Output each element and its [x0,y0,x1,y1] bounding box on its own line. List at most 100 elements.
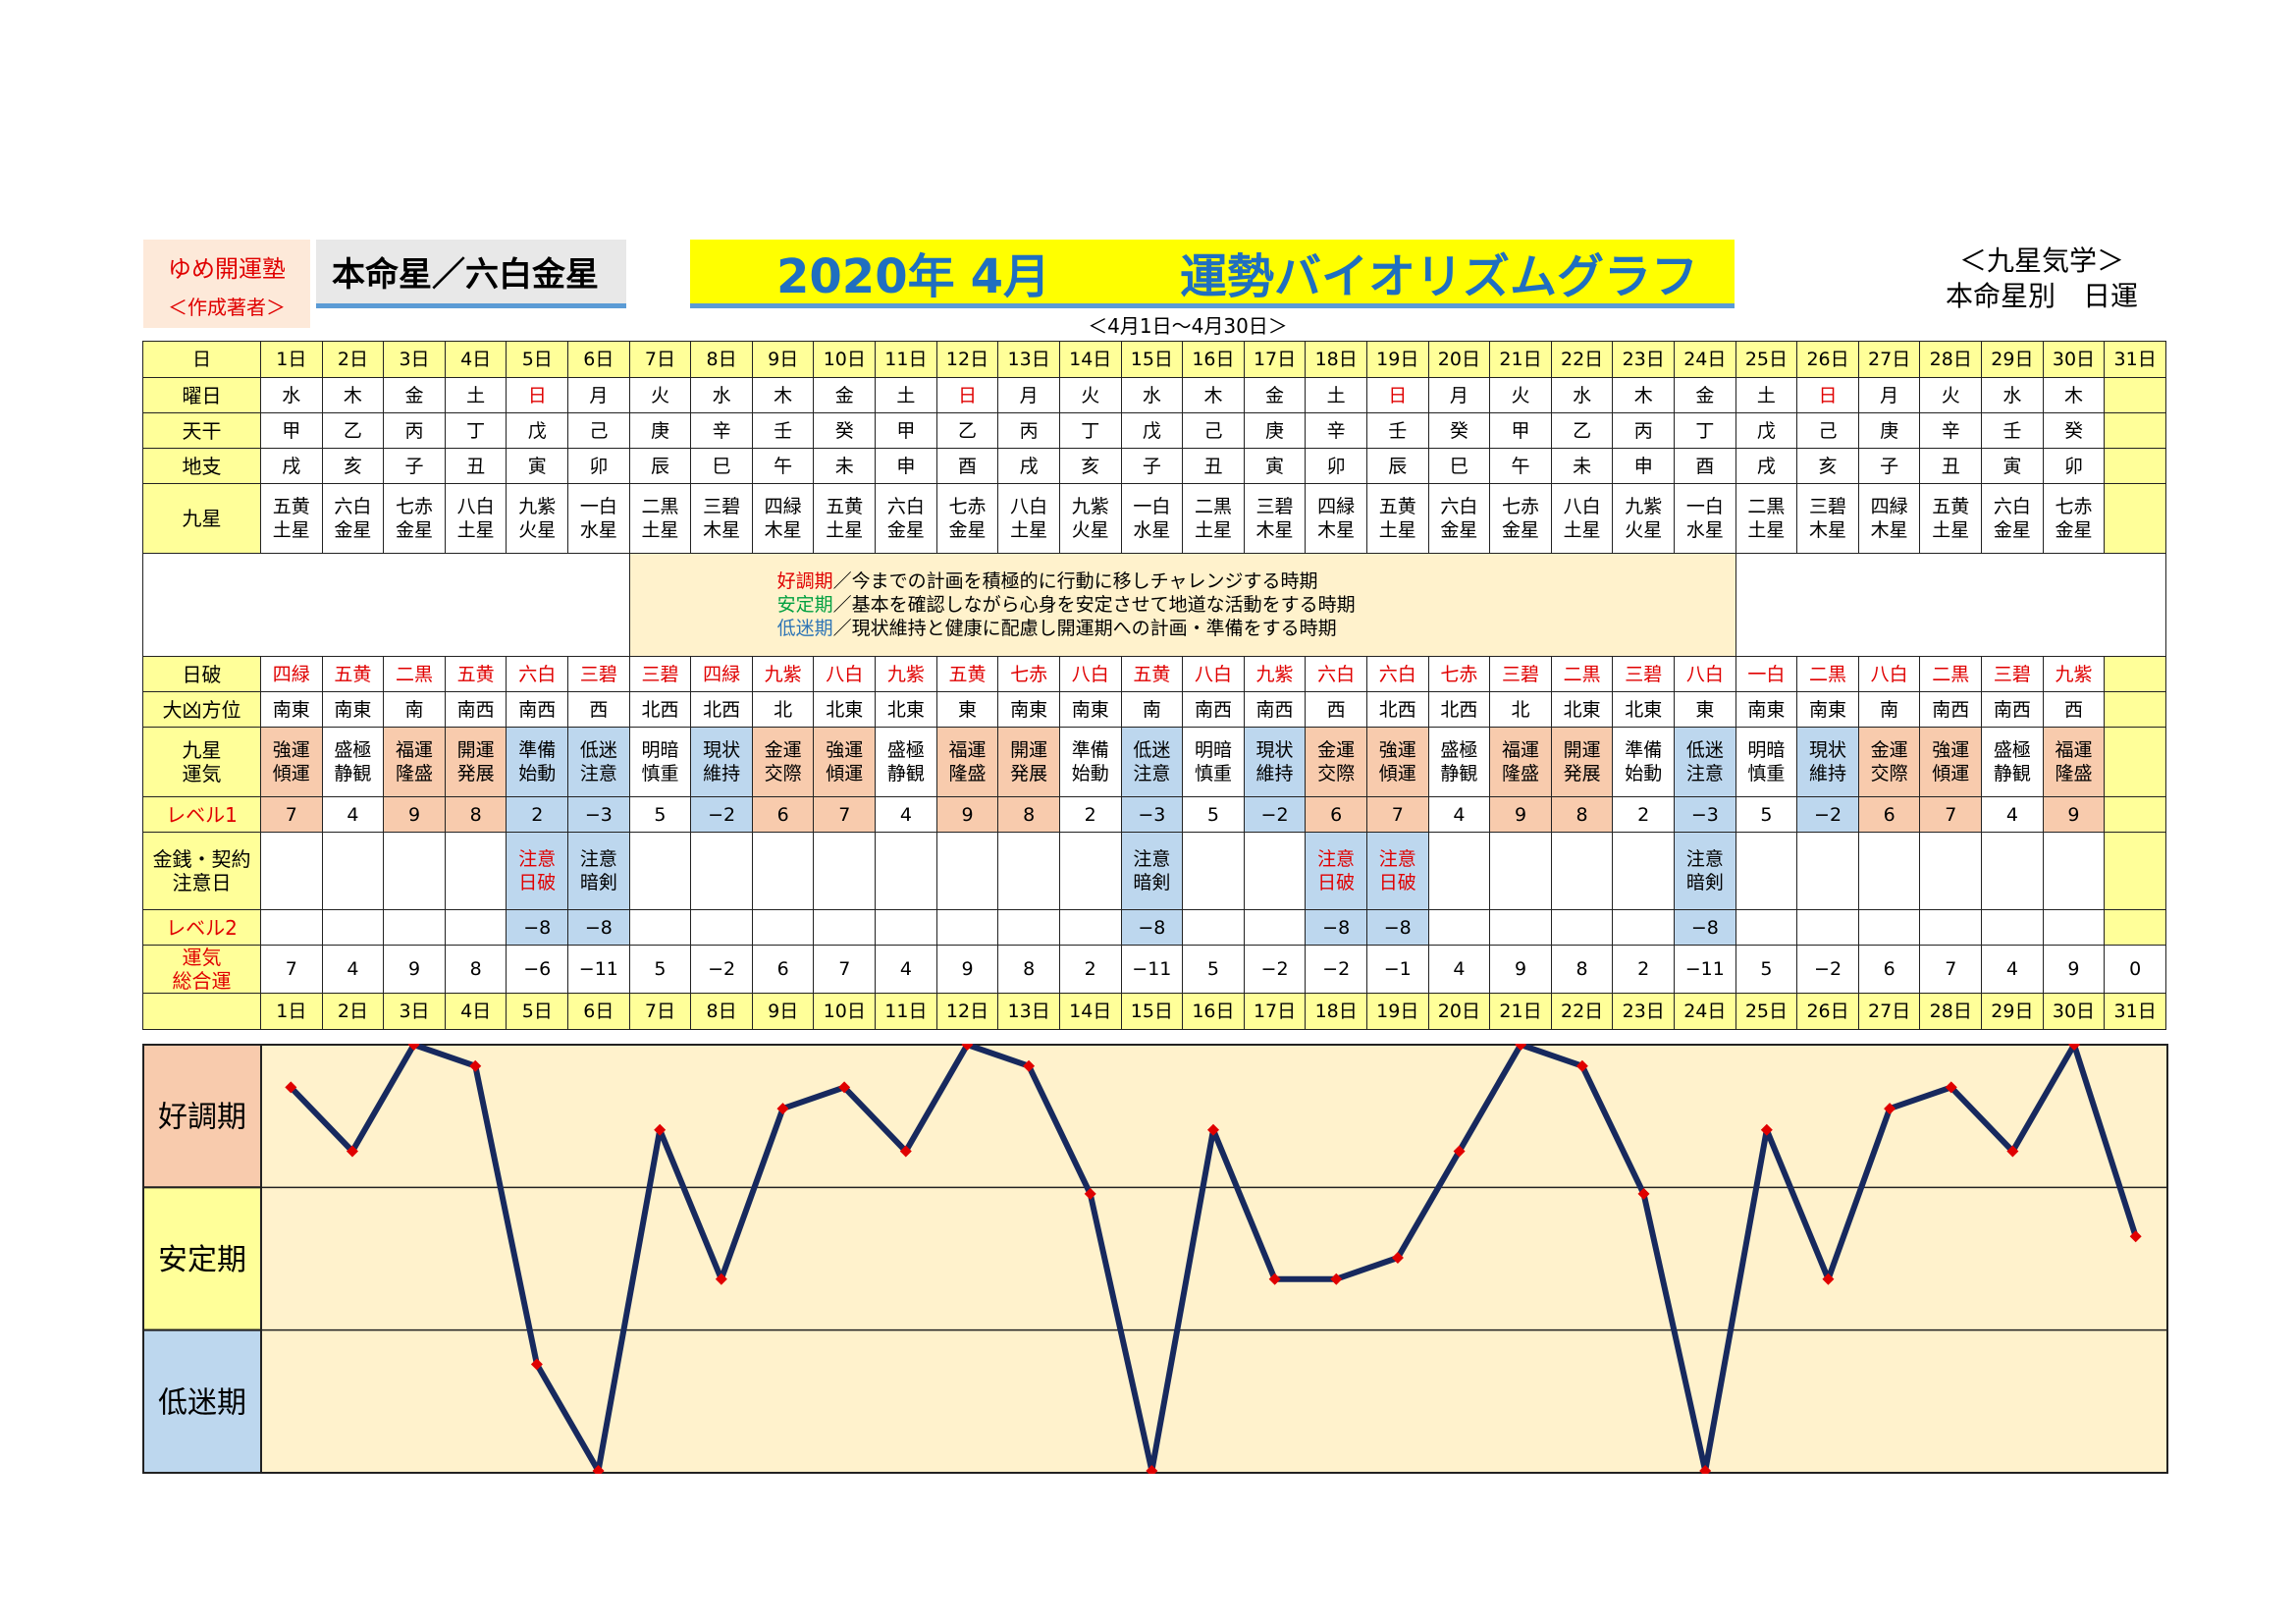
nippa-cell: 八白 [1058,656,1122,692]
nippa-cell: 八白 [813,656,877,692]
level1-cell: −2 [1243,796,1307,833]
money-cell: 注意 日破 [506,832,569,910]
data-point [469,1059,482,1072]
level2-cell [2042,909,2106,946]
level1-value: −3 [1690,803,1719,826]
weekday-cell: 月 [1857,377,1921,413]
data-point [1575,1059,1588,1072]
weekday-value: 水 [282,384,301,406]
days-value: 3日 [399,1001,430,1022]
days-value: 22日 [1561,1001,1604,1022]
days-value: 4日 [460,1001,492,1022]
chishi-value: 酉 [958,455,978,477]
days-cell: 14日 [1058,341,1122,378]
total-value: 0 [2129,958,2142,980]
tenkan-cell: 癸 [1427,412,1491,449]
days-cell: 12日 [935,993,999,1030]
direction-value: 南東 [272,698,310,721]
days-value: 22日 [1561,349,1604,370]
level2-cell [1489,909,1552,946]
days-value: 5日 [521,349,553,370]
unki-text: 盛極 [1993,739,2031,761]
unki-text: 福運 [2055,739,2093,761]
days-cell: 17日 [1243,993,1307,1030]
unki-text: 始動 [1071,763,1109,785]
level1-cell: −3 [1674,796,1736,833]
weekday-value: 金 [1695,384,1715,406]
days-value: 25日 [1744,1001,1789,1022]
unki-cell: 低迷 注意 [567,727,630,797]
direction-value: 北東 [1563,698,1601,721]
weekday-value: 土 [466,384,486,406]
weekday-cell: 火 [1058,377,1122,413]
days-cell: 10日 [813,341,877,378]
total-cell: 5 [1735,945,1798,994]
level1-cell: 8 [1550,796,1614,833]
level2-cell: −8 [1305,909,1367,946]
days-value: 31日 [2113,349,2157,370]
chishi-cell: 寅 [1243,448,1307,484]
unki-text: 注意 [1133,763,1171,785]
desc-text: ／基本を確認しながら心身を安定させて地道な活動をする時期 [832,594,1356,616]
days-cell: 27日 [1857,341,1921,378]
data-point [530,1358,543,1371]
level1-cell: 7 [1365,796,1429,833]
level1-value: −2 [1814,803,1842,826]
tenkan-value: 癸 [1449,419,1468,442]
tenkan-cell: 丁 [444,412,507,449]
title-month: 4月 [970,248,1051,304]
days-cell: 24日 [1674,993,1736,1030]
desc-blank-right [1735,553,2167,657]
level1-value: 9 [961,803,974,826]
total-value: 8 [1023,958,1036,980]
tenkan-value: 甲 [1511,419,1530,442]
nippa-value: 九紫 [2055,663,2093,685]
desc-line: 安定期／基本を確認しながら心身を安定させて地道な活動をする時期 [777,593,1735,617]
data-point [1084,1187,1096,1200]
desc-line: 低迷期／現状維持と健康に配慮し開運期への計画・準備をする時期 [777,617,1735,640]
row-level2: レベル2 −8 −8 −8 −8 −8 −8 [142,909,2166,946]
days-value: 7日 [644,349,675,370]
days-value: 1日 [276,349,307,370]
level2-cell: −8 [506,909,569,946]
nippa-value: 三碧 [641,663,679,685]
money-text: 注意 [579,848,617,870]
chishi-cell: 酉 [935,448,999,484]
days-value: 17日 [1253,1001,1297,1022]
nippa-value: 九紫 [764,663,802,685]
total-cell: 4 [875,945,937,994]
kyusei-text: 八白 [1563,496,1601,517]
days-value: 23日 [1622,349,1665,370]
chishi-value: 寅 [2002,455,2022,477]
kyusei-cell: 七赤 金星 [383,483,446,554]
days-cell: 21日 [1489,341,1552,378]
total-cell: 7 [813,945,877,994]
weekday-value: 火 [650,384,669,406]
kyusei-cell: 五黄 土星 [1919,483,1983,554]
weekday-cell: 金 [813,377,877,413]
money-text: 注意 [1685,848,1724,870]
days-cell: 8日 [690,993,753,1030]
days-value: 31日 [2113,1001,2157,1022]
unki-text: 傾運 [272,763,310,785]
row-days: 日 1日 2日 3日 4日 5日 6日 7日 8日 9日 10日 11日 12日 13日 14日 15日 16日… [142,341,2166,378]
data-point [1207,1123,1219,1136]
data-point [715,1272,727,1285]
chishi-value: 午 [1511,455,1530,477]
days-value: 6日 [583,1001,614,1022]
days-value: 19日 [1376,349,1419,370]
unki-text: 明暗 [641,739,679,761]
level1-value: 4 [347,803,359,826]
chishi-value: 丑 [1941,455,1960,477]
tenkan-cell: 乙 [935,412,999,449]
days-value: 13日 [1007,349,1050,370]
page-title: 2020年 4月 運勢バイオリズムグラフ [690,240,1735,308]
chishi-value: 巳 [1449,455,1468,477]
unki-cell: 福運 隆盛 [1489,727,1552,797]
total-value: 6 [1883,958,1896,980]
days-value: 4日 [460,349,492,370]
total-cell: −6 [506,945,569,994]
weekday-cell: 木 [1612,377,1676,413]
nippa-value: 八白 [1071,663,1109,685]
kyusei-cell: 九紫 火星 [506,483,569,554]
